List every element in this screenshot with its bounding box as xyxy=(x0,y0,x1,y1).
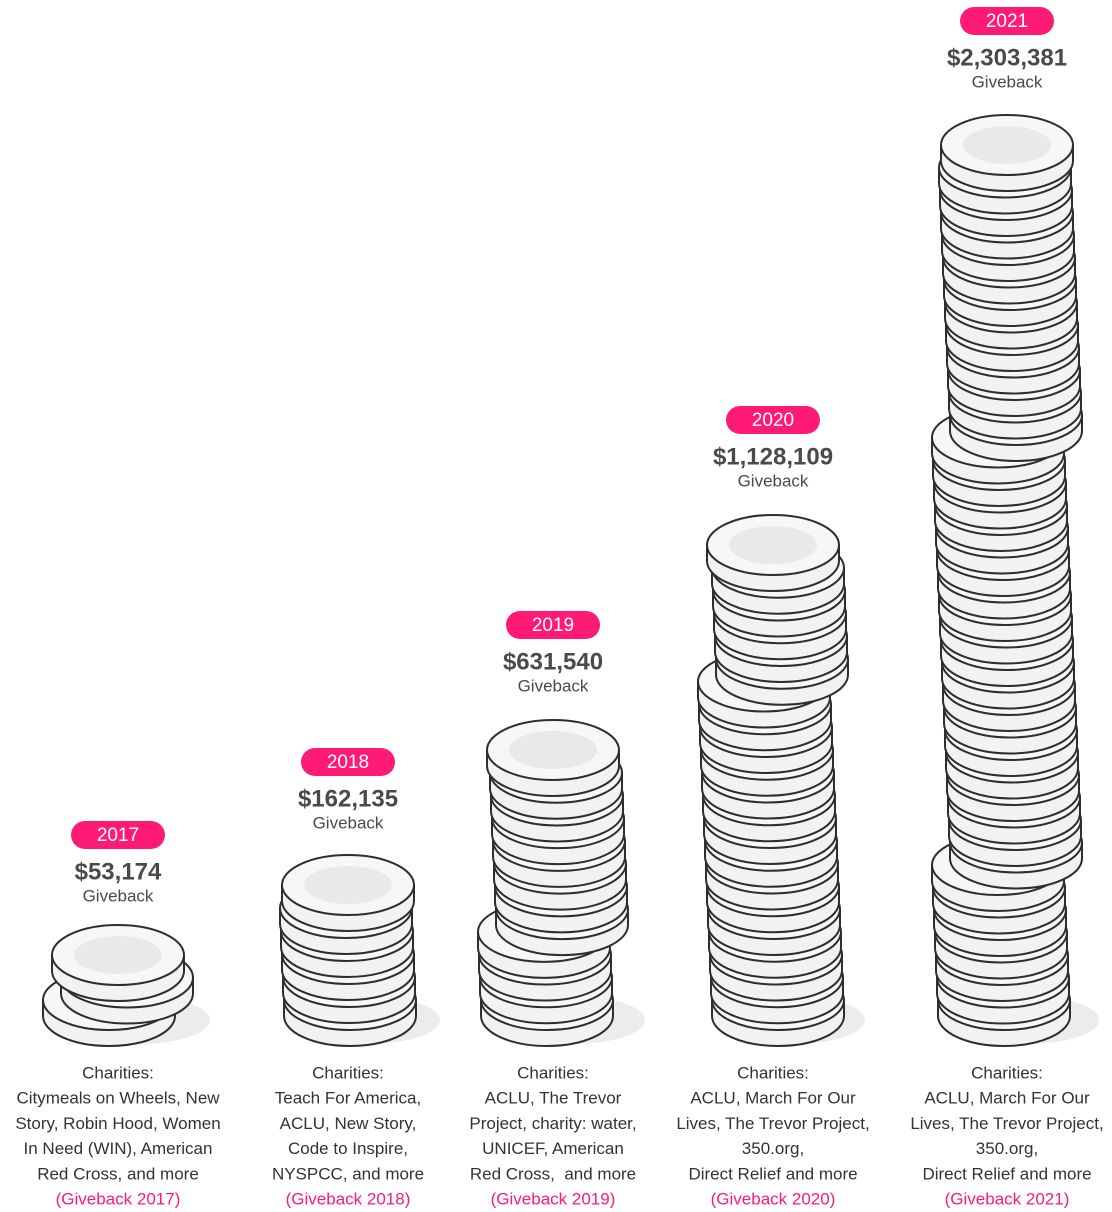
coin-emblem xyxy=(304,866,392,904)
coin-emblem xyxy=(509,731,597,769)
year: 2018 xyxy=(327,752,369,773)
year: 2021 xyxy=(986,11,1028,32)
year: 2017 xyxy=(97,825,139,846)
charities-line: ACLU, March For Our xyxy=(690,1088,856,1107)
amount: $162,135 xyxy=(298,785,398,812)
amount-label: Giveback xyxy=(972,72,1043,91)
charities-line: Citymeals on Wheels, New xyxy=(16,1088,220,1107)
charities-line: Teach For America, xyxy=(275,1088,421,1107)
year: 2019 xyxy=(532,615,574,636)
charities-line: 350.org, xyxy=(742,1139,804,1158)
charities-line: Project, charity: water, xyxy=(469,1114,636,1133)
amount: $1,128,109 xyxy=(713,443,833,470)
amount-label: Giveback xyxy=(738,471,809,490)
coin-emblem xyxy=(963,126,1051,164)
charities-line: Direct Relief and more xyxy=(922,1164,1091,1183)
charities-heading: Charities: xyxy=(82,1063,154,1082)
charities-line: ACLU, New Story, xyxy=(280,1114,417,1133)
amount: $53,174 xyxy=(75,858,162,885)
coin-emblem xyxy=(729,526,817,564)
charities-heading: Charities: xyxy=(312,1063,384,1082)
giveback-link[interactable]: (Giveback 2017) xyxy=(56,1189,181,1208)
charities-line: 350.org, xyxy=(976,1139,1038,1158)
charities-heading: Charities: xyxy=(737,1063,809,1082)
charities-line: Lives, The Trevor Project, xyxy=(910,1114,1103,1133)
giveback-infographic: 2017$53,174GivebackCharities:Citymeals o… xyxy=(0,0,1112,1212)
charities-line: UNICEF, American xyxy=(482,1139,624,1158)
amount: $631,540 xyxy=(503,648,603,675)
charities-line: ACLU, March For Our xyxy=(924,1088,1090,1107)
coin-emblem xyxy=(74,936,162,974)
amount: $2,303,381 xyxy=(947,44,1067,71)
charities-line: Lives, The Trevor Project, xyxy=(676,1114,869,1133)
giveback-link[interactable]: (Giveback 2019) xyxy=(491,1189,616,1208)
charities-line: Red Cross, and more xyxy=(470,1164,636,1183)
charities-line: Direct Relief and more xyxy=(688,1164,857,1183)
charities-heading: Charities: xyxy=(517,1063,589,1082)
amount-label: Giveback xyxy=(518,676,589,695)
charities-line: NYSPCC, and more xyxy=(272,1164,424,1183)
charities-line: In Need (WIN), American xyxy=(24,1139,213,1158)
year: 2020 xyxy=(752,410,794,431)
charities-line: ACLU, The Trevor xyxy=(485,1088,622,1107)
giveback-link[interactable]: (Giveback 2018) xyxy=(286,1189,411,1208)
amount-label: Giveback xyxy=(83,886,154,905)
charities-line: Story, Robin Hood, Women xyxy=(15,1114,220,1133)
charities-line: Red Cross, and more xyxy=(37,1164,199,1183)
charities-heading: Charities: xyxy=(971,1063,1043,1082)
amount-label: Giveback xyxy=(313,813,384,832)
charities-line: Code to Inspire, xyxy=(288,1139,408,1158)
giveback-link[interactable]: (Giveback 2020) xyxy=(711,1189,836,1208)
giveback-link[interactable]: (Giveback 2021) xyxy=(945,1189,1070,1208)
